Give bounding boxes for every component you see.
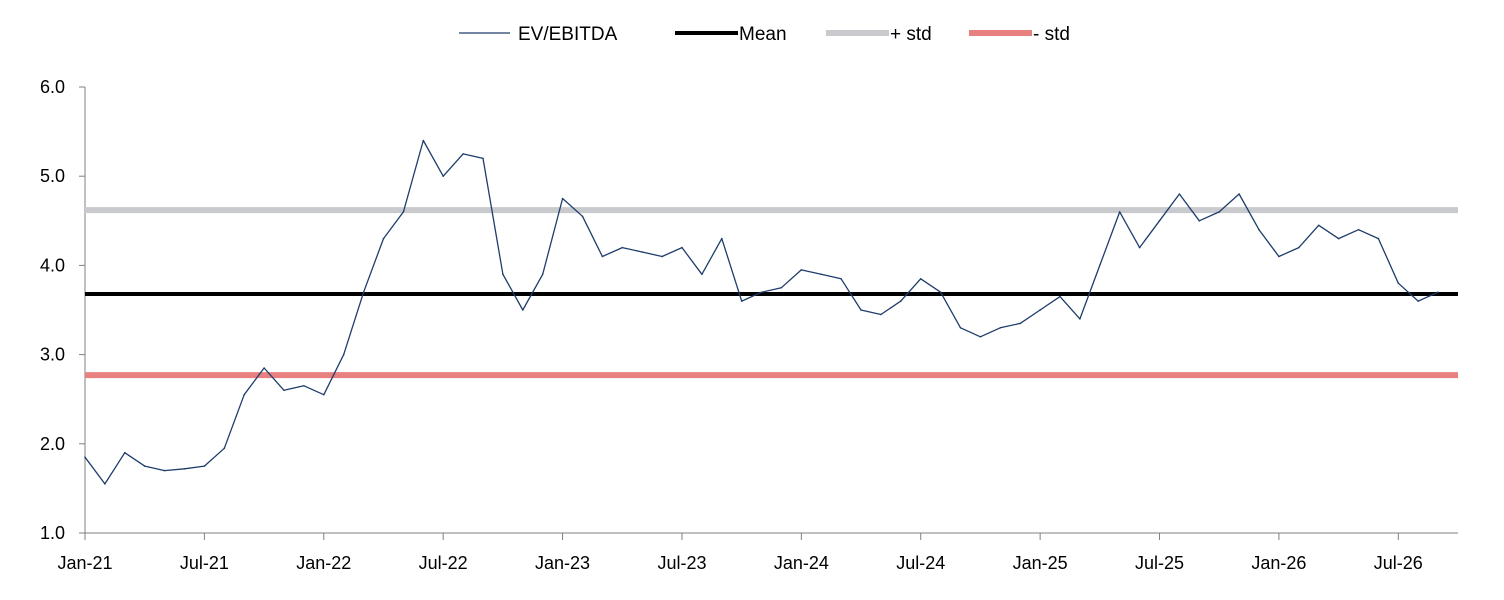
x-tick-label: Jul-24	[896, 553, 945, 573]
legend-label-minus-std: - std	[1033, 24, 1070, 45]
y-tick-label: 2.0	[40, 434, 65, 454]
x-tick-label: Jul-22	[419, 553, 468, 573]
y-tick-label: 1.0	[40, 523, 65, 543]
ev-ebitda-point	[780, 286, 783, 289]
ev-ebitda-point	[402, 211, 405, 213]
ev-ebitda-point	[900, 300, 902, 302]
ev-ebitda-point	[601, 255, 604, 258]
ev-ebitda-point	[621, 246, 624, 249]
ev-ebitda-point	[1059, 295, 1061, 298]
ev-ebitda-point	[939, 291, 942, 294]
ev-ebitda-point	[143, 465, 146, 467]
y-tick-label: 4.0	[40, 255, 65, 275]
ev-ebitda-point	[661, 255, 663, 258]
ev-ebitda-point	[1238, 193, 1240, 195]
ev-ebitda-point	[919, 278, 922, 280]
axes: 1.0 2.0 3.0 4.0 5.0 6.0 Jan-21 Jul-21 Jan-22 Jul-…	[40, 77, 1458, 573]
x-tick-label: Jan-21	[57, 553, 112, 573]
ev-ebitda-point	[303, 385, 305, 387]
x-tick-label: Jan-25	[1013, 553, 1068, 573]
ev-ebitda-point	[1258, 228, 1260, 231]
ev-ebitda-point	[740, 300, 743, 302]
ev-ebitda-point	[323, 393, 325, 396]
ev-ebitda-point	[502, 273, 504, 276]
x-tick-label: Jan-22	[296, 553, 351, 573]
ev-ebitda-point	[721, 237, 723, 240]
ev-ebitda-point	[1278, 255, 1280, 258]
ev-ebitda-point	[1218, 211, 1220, 213]
ev-ebitda-point	[860, 309, 862, 311]
legend: EV/EBITDA Mean + std - std	[459, 24, 1070, 45]
x-tick-label: Jul-21	[180, 553, 229, 573]
y-tick-label: 6.0	[40, 77, 65, 97]
ev-ebitda-point	[1317, 224, 1320, 227]
ev-ebitda-line	[84, 139, 1439, 485]
ev-ebitda-point	[1178, 193, 1181, 195]
ev-ebitda-point	[263, 367, 265, 369]
x-tick-label: Jul-25	[1135, 553, 1184, 573]
ev-ebitda-point	[442, 175, 445, 177]
y-tick-label: 3.0	[40, 345, 65, 365]
ev-ebitda-point	[382, 237, 385, 240]
x-tick-label: Jan-24	[774, 553, 829, 573]
ev-ebitda-point	[183, 468, 186, 470]
ev-ebitda-point	[1039, 309, 1041, 311]
ev-ebitda-point	[163, 469, 166, 472]
ev-ebitda-point	[581, 215, 584, 218]
ev-ebitda-point	[1337, 237, 1340, 240]
ev-ebitda-point	[84, 456, 86, 459]
ev-ebitda-point	[541, 273, 544, 276]
reference-lines	[85, 207, 1458, 379]
ev-ebitda-point	[422, 139, 425, 142]
legend-label-ev-ebitda: EV/EBITDA	[518, 24, 618, 45]
ev-ebitda-point	[203, 465, 206, 467]
ev-ebitda-point	[1397, 282, 1400, 285]
ev-ebitda-point	[701, 273, 703, 276]
ev-ebitda-point	[1079, 318, 1081, 320]
x-tick-label: Jul-26	[1374, 553, 1423, 573]
ev-ebitda-point	[223, 447, 226, 450]
ev-ebitda-point	[124, 451, 126, 454]
ev-ebitda-point	[1118, 211, 1121, 213]
ev-ebitda-point	[1298, 246, 1300, 249]
x-tick-label: Jul-23	[657, 553, 706, 573]
ev-ebitda-point	[760, 291, 763, 294]
ev-ebitda-point	[1357, 228, 1360, 231]
ev-ebitda-point	[681, 246, 683, 249]
ev-ebitda-point	[641, 251, 643, 253]
ev-ebitda-point	[1019, 322, 1021, 325]
series-layer	[84, 139, 1439, 485]
ev-ebitda-point	[462, 153, 464, 155]
ev-ebitda-point	[959, 327, 962, 329]
ev-ebitda-point	[561, 197, 564, 200]
ev-ebitda-point	[1158, 220, 1161, 222]
ev-ebitda-point	[104, 483, 106, 485]
ev-ebitda-point	[979, 336, 982, 338]
x-tick-label: Jan-23	[535, 553, 590, 573]
ev-ebitda-point	[1198, 220, 1201, 222]
ev-ebitda-point	[362, 291, 365, 294]
y-tick-label: 5.0	[40, 166, 65, 186]
legend-label-plus-std: + std	[890, 24, 932, 45]
ev-ebitda-point	[243, 393, 245, 396]
ev-ebitda-point	[1099, 264, 1101, 267]
ev-ebitda-point	[522, 309, 524, 311]
ev-ebitda-point	[1437, 291, 1439, 294]
ev-ebitda-point	[1417, 300, 1419, 302]
ev-ebitda-point	[999, 327, 1002, 329]
ev-ebitda-point	[800, 269, 803, 271]
ev-ebitda-point	[482, 157, 484, 160]
legend-label-mean: Mean	[739, 24, 787, 45]
x-tick-label: Jan-26	[1251, 553, 1306, 573]
ev-ebitda-point	[820, 273, 822, 276]
ev-ebitda-point	[283, 389, 285, 392]
ev-ebitda-point	[342, 353, 345, 356]
ev-ebitda-point	[840, 278, 842, 280]
ev-ebitda-point	[1377, 237, 1380, 240]
ev-ebitda-point	[880, 313, 882, 316]
ev-ebitda-point	[1138, 246, 1141, 249]
